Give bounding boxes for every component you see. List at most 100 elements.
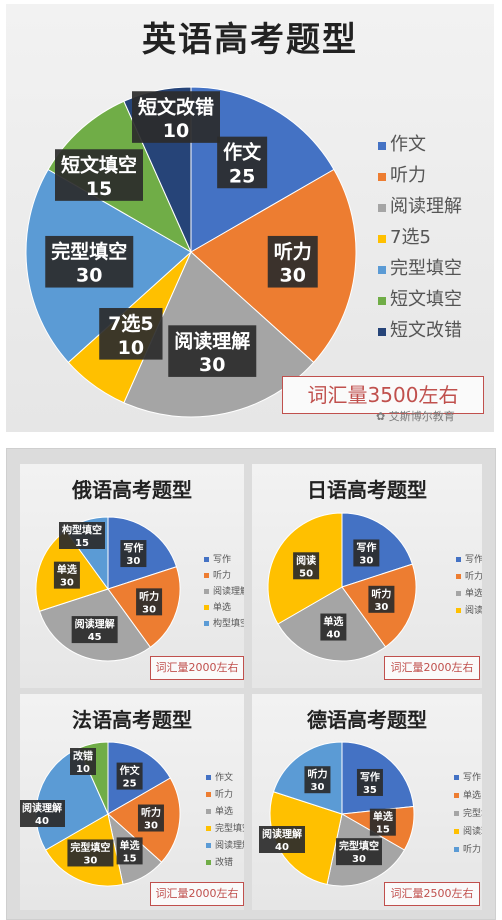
legend-swatch-0-5 (378, 297, 386, 305)
legend-label-4-1: 单选 (463, 789, 481, 801)
legend-label-3-3: 完型填空 (215, 822, 244, 834)
legend-label-3-1: 听力 (215, 788, 233, 800)
data-label-box (53, 561, 80, 589)
data-label-category: 构型填空 (62, 524, 102, 537)
data-label-box (293, 552, 320, 580)
legend-label-3-0: 作文 (215, 771, 233, 783)
data-label-value: 30 (374, 602, 388, 613)
data-label-category: 写作 (123, 542, 143, 555)
legend-label-2-2: 单选 (465, 587, 482, 599)
legend-label-1-4: 构型填空 (213, 617, 244, 629)
legend-label-3-5: 改错 (215, 856, 233, 868)
data-label-box (353, 539, 380, 567)
data-label-value: 25 (229, 165, 255, 187)
english-watermark: ✿ 艾斯博尔教育 (376, 408, 455, 424)
data-label-box (59, 522, 105, 549)
data-label-value: 40 (326, 630, 340, 641)
wechat-icon: ✿ (376, 410, 386, 423)
data-label-box (116, 762, 143, 790)
legend-label-0-3: 7选5 (390, 227, 431, 248)
legend-label-0-1: 听力 (390, 165, 426, 186)
data-label-value: 30 (352, 854, 366, 865)
legend-swatch-4-4 (454, 847, 459, 852)
legend-label-1-3: 单选 (213, 601, 231, 613)
data-label-category: 单选 (323, 615, 343, 628)
data-label-value: 45 (88, 632, 102, 643)
data-label-box (71, 616, 118, 644)
legend-label-0-6: 短文改错 (390, 320, 462, 341)
data-label-category: 听力 (139, 590, 159, 603)
legend-swatch-2-1 (456, 574, 461, 579)
data-label-category: 短文改错 (138, 95, 214, 118)
data-label-category: 听力 (141, 806, 161, 819)
data-label-box (67, 839, 114, 867)
legend-label-0-4: 完型填空 (390, 258, 462, 279)
watermark-text: 艾斯博尔教育 (388, 410, 455, 423)
data-label-value: 50 (299, 568, 313, 579)
data-label-category: 阅读理解 (262, 828, 302, 841)
data-label-box (70, 748, 96, 775)
legend-swatch-4-1 (454, 793, 459, 798)
data-label-box (267, 235, 318, 288)
german-pie-chart: 写作35单选15完型填空30阅读理解40听力30写作单选完型填空阅读理解听力 (259, 741, 482, 887)
data-label-value: 35 (363, 785, 377, 796)
data-label-category: 单选 (373, 810, 393, 823)
data-label-category: 单选 (120, 839, 140, 852)
data-label-value: 15 (123, 853, 137, 864)
data-label-value: 15 (75, 538, 89, 549)
legend-label-0-0: 作文 (390, 134, 426, 155)
data-label-2-2: 单选 40 (320, 613, 347, 641)
english-pie-chart: 作文25听力30阅读理解307选510完型填空30短文填空15短文改错10作文听… (25, 86, 462, 418)
data-label-category: 单选 (57, 563, 77, 576)
data-label-category: 听力 (274, 240, 312, 263)
data-label-value: 40 (35, 816, 49, 827)
data-label-category: 阅读理解 (75, 618, 115, 631)
legend-swatch-1-1 (204, 573, 209, 578)
data-label-category: 阅读 (296, 554, 316, 567)
english-chart-panel: 英语高考题型 作文 25 听力 30 阅读理解 30 7选5 10 完型填空 30 短文填空 15 短文… (6, 4, 494, 432)
data-label-value: 15 (376, 825, 390, 836)
data-label-4-0: 写作 35 (356, 768, 383, 796)
legend-label-0-5: 短文填空 (390, 289, 462, 310)
data-label-1-3: 单选 30 (53, 561, 80, 589)
data-label-box (168, 325, 257, 377)
data-label-value: 40 (275, 842, 289, 853)
data-label-box (136, 588, 163, 616)
data-label-value: 30 (76, 265, 102, 287)
legend-swatch-4-0 (454, 775, 459, 780)
data-label-3-1: 听力 30 (137, 804, 164, 832)
legend-swatch-2-3 (456, 608, 461, 613)
data-label-value: 30 (60, 578, 74, 589)
legend-label-4-3: 阅读理解 (463, 825, 482, 837)
legend-label-2-1: 听力 (465, 570, 482, 582)
data-label-category: 短文填空 (61, 153, 137, 176)
data-label-box (259, 826, 305, 853)
legend-swatch-2-0 (456, 557, 461, 562)
legend-swatch-3-2 (206, 809, 211, 814)
data-label-category: 写作 (360, 770, 380, 783)
data-label-4-1: 单选 15 (369, 808, 396, 836)
data-label-category: 阅读理解 (22, 802, 62, 815)
data-label-box (99, 308, 163, 360)
data-label-box (55, 149, 143, 201)
legend-swatch-0-4 (378, 266, 386, 274)
legend-swatch-0-1 (378, 173, 386, 181)
data-label-category: 作文 (223, 141, 262, 164)
data-label-value: 15 (86, 178, 112, 200)
data-label-box (304, 766, 331, 794)
legend-swatch-0-2 (378, 204, 386, 212)
data-label-value: 10 (163, 120, 189, 142)
russian-pie-chart: 写作30听力30阅读理解45单选30构型填空15写作听力阅读理解单选构型填空 (35, 516, 244, 662)
russian-chart-title: 俄语高考题型 (72, 478, 192, 502)
legend-label-4-4: 听力 (463, 843, 481, 855)
